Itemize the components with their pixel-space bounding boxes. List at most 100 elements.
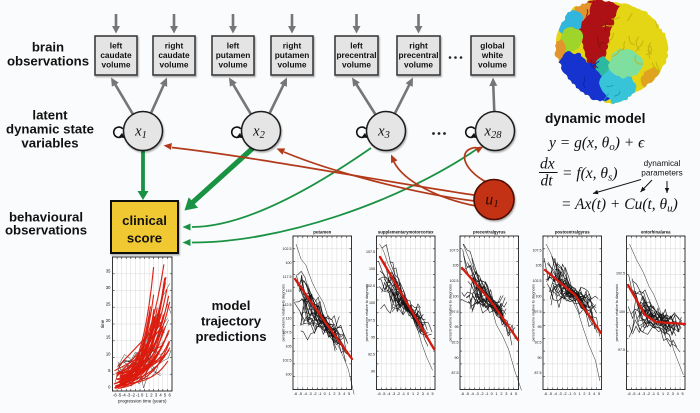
- svg-text:117.5: 117.5: [283, 275, 292, 279]
- svg-text:5: 5: [515, 392, 517, 396]
- svg-text:parameters: parameters: [641, 169, 682, 178]
- svg-text:102.5: 102.5: [616, 271, 625, 275]
- svg-text:35: 35: [106, 269, 111, 274]
- svg-text:precentral: precentral: [336, 50, 376, 60]
- svg-text:observations: observations: [5, 223, 87, 238]
- svg-text:-4: -4: [637, 392, 640, 396]
- svg-text:95: 95: [371, 335, 375, 339]
- svg-text:dynamic state: dynamic state: [6, 122, 94, 137]
- svg-text:25: 25: [106, 302, 111, 307]
- svg-text:-4: -4: [122, 393, 126, 398]
- svg-text:87.5: 87.5: [535, 371, 542, 375]
- svg-text:volume: volume: [159, 60, 188, 70]
- svg-text:dynamical: dynamical: [644, 159, 681, 168]
- svg-text:3: 3: [338, 392, 340, 396]
- svg-text:-3: -3: [642, 392, 645, 396]
- svg-text:6: 6: [169, 393, 172, 398]
- svg-text:right: right: [283, 41, 302, 51]
- svg-text:102.5: 102.5: [533, 279, 542, 283]
- svg-text:4: 4: [593, 392, 595, 396]
- svg-text:0: 0: [407, 392, 409, 396]
- svg-text:2: 2: [417, 392, 419, 396]
- svg-text:5: 5: [598, 392, 600, 396]
- svg-text:110: 110: [286, 317, 292, 321]
- svg-text:-3: -3: [308, 392, 311, 396]
- svg-text:volume: volume: [478, 60, 507, 70]
- svg-text:1: 1: [146, 393, 149, 398]
- svg-text:-5: -5: [632, 392, 635, 396]
- svg-text:time: time: [100, 319, 105, 328]
- svg-text:percent volume relative to dia: percent volume relative to diagnosis: [532, 284, 536, 342]
- svg-text:-6: -6: [627, 392, 630, 396]
- svg-text:4: 4: [159, 393, 162, 398]
- svg-text:right: right: [409, 41, 428, 51]
- svg-text:-2: -2: [397, 392, 400, 396]
- svg-text:2: 2: [583, 392, 585, 396]
- svg-text:92.5: 92.5: [368, 352, 375, 356]
- svg-text:left: left: [227, 41, 240, 51]
- svg-text:= Ax(t) + Cu(t, θu): = Ax(t) + Cu(t, θu): [561, 196, 678, 215]
- svg-text:90: 90: [371, 369, 375, 373]
- svg-text:-3: -3: [558, 392, 561, 396]
- svg-text:100: 100: [369, 301, 375, 305]
- svg-text:3: 3: [155, 393, 158, 398]
- svg-text:5: 5: [108, 368, 111, 373]
- svg-text:102.5: 102.5: [366, 284, 375, 288]
- svg-text:latent: latent: [32, 108, 68, 123]
- svg-text:-4: -4: [554, 392, 557, 396]
- svg-text:volume: volume: [218, 60, 247, 70]
- svg-text:2: 2: [150, 393, 153, 398]
- svg-text:0: 0: [141, 393, 144, 398]
- svg-text:observations: observations: [7, 54, 89, 69]
- svg-text:left: left: [350, 41, 363, 51]
- svg-text:100: 100: [286, 373, 292, 377]
- svg-text:percent volume relative to dia: percent volume relative to diagnosis: [449, 284, 453, 342]
- svg-text:5: 5: [164, 393, 167, 398]
- svg-text:0: 0: [491, 392, 493, 396]
- svg-text:105: 105: [369, 267, 375, 271]
- svg-text:postcentralgyrus: postcentralgyrus: [555, 230, 590, 235]
- svg-text:-2: -2: [480, 392, 483, 396]
- svg-text:global: global: [480, 41, 504, 51]
- svg-text:100: 100: [453, 294, 459, 298]
- svg-text:clinical: clinical: [122, 213, 167, 228]
- svg-text:behavioural: behavioural: [9, 210, 83, 225]
- svg-text:volume: volume: [342, 60, 371, 70]
- svg-text:10: 10: [106, 351, 111, 356]
- svg-text:0: 0: [108, 384, 111, 389]
- svg-text:97.5: 97.5: [368, 318, 375, 322]
- svg-text:putamen: putamen: [313, 230, 331, 235]
- svg-text:-1: -1: [568, 392, 571, 396]
- svg-text:-2: -2: [313, 392, 316, 396]
- svg-text:102.5: 102.5: [283, 359, 292, 363]
- svg-text:107.5: 107.5: [283, 331, 292, 335]
- svg-text:4: 4: [510, 392, 512, 396]
- svg-text:1: 1: [412, 392, 414, 396]
- svg-text:1: 1: [662, 392, 664, 396]
- svg-text:predictions: predictions: [195, 329, 266, 344]
- svg-text:-5: -5: [466, 392, 469, 396]
- svg-text:105: 105: [536, 264, 542, 268]
- svg-text:dx: dx: [540, 156, 555, 173]
- svg-text:2: 2: [333, 392, 335, 396]
- svg-text:supplementarymotorcortex: supplementarymotorcortex: [378, 230, 434, 235]
- svg-text:volume: volume: [101, 60, 130, 70]
- svg-text:= f(x, θs): = f(x, θs): [562, 165, 618, 184]
- svg-text:100: 100: [536, 294, 542, 298]
- svg-text:90: 90: [455, 356, 459, 360]
- svg-text:5: 5: [682, 392, 684, 396]
- svg-text:model: model: [212, 298, 251, 313]
- svg-text:112.5: 112.5: [283, 303, 292, 307]
- svg-text:92.5: 92.5: [452, 340, 459, 344]
- svg-text:precentral: precentral: [398, 50, 438, 60]
- svg-text:97.5: 97.5: [535, 310, 542, 314]
- svg-text:105: 105: [453, 264, 459, 268]
- svg-text:-6: -6: [377, 392, 380, 396]
- svg-text:putamen: putamen: [275, 50, 310, 60]
- svg-text:102.5: 102.5: [450, 279, 459, 283]
- svg-text:4: 4: [677, 392, 679, 396]
- svg-text:percent volume relative to dia: percent volume relative to diagnosis: [615, 284, 619, 342]
- svg-text:variables: variables: [21, 136, 78, 151]
- svg-text:dt: dt: [541, 173, 554, 190]
- svg-text:20: 20: [106, 318, 111, 323]
